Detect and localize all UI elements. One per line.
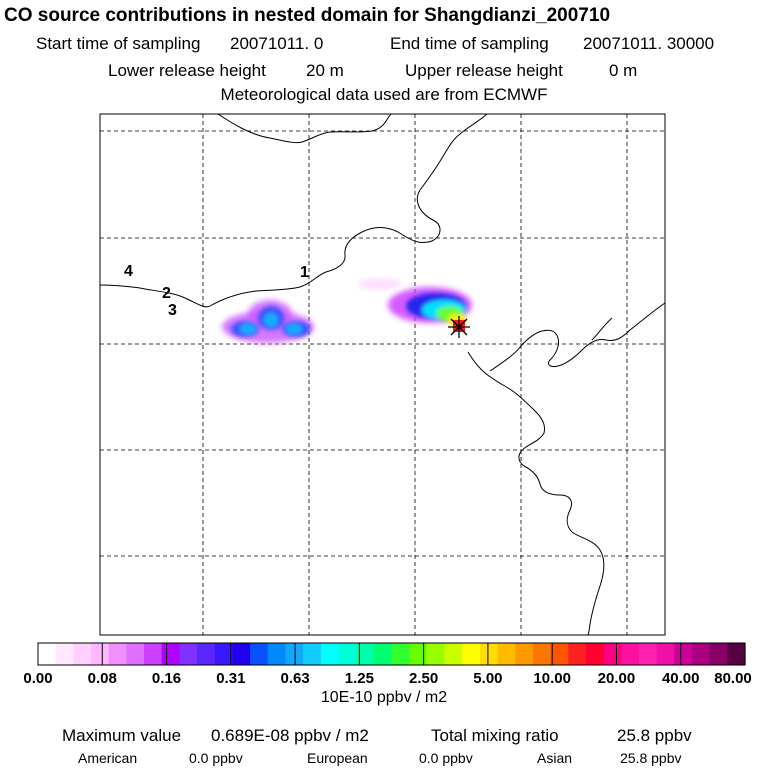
total-mixing-label: Total mixing ratio [431,726,559,745]
colorbar-cell [214,643,234,665]
colorbar-tick-label: 0.31 [216,670,246,687]
colorbar-tick-label: 80.00 [714,670,752,687]
asian-label: Asian [537,750,573,766]
end-time-label: End time of sampling [390,34,549,53]
european-label: European [307,750,368,766]
colorbar-tick-label: 20.00 [597,670,636,687]
max-value-label: Maximum value [62,726,182,745]
colorbar-cell [515,643,534,665]
max-value: 0.689E-08 ppbv / m2 [211,726,369,745]
colorbar-cell [585,643,605,665]
colorbar-tick-label: 0.63 [280,670,310,687]
american-label: American [78,750,138,766]
colorbar-cell [550,643,569,665]
colorbar-cell [91,643,110,665]
colorbar-cell [638,643,658,665]
colorbar-cell [603,643,622,665]
colorbar-cell [497,643,516,665]
colorbar-cell [691,643,711,665]
coastline [99,113,666,636]
star-icon [448,316,470,338]
colorbar-cell [462,643,481,665]
colorbar-tick-label: 5.00 [473,670,503,687]
receptor-marker [448,316,470,338]
colorbar-cell [568,643,587,665]
map-frame [99,113,666,636]
lower-release-value: 20 m [306,61,344,80]
colorbar-tick-label: 1.25 [344,670,374,687]
colorbar-cell [338,643,357,665]
colorbar-cell [727,643,746,665]
total-mixing-value: 25.8 ppbv [617,726,692,745]
colorbar-cell [479,643,499,665]
upper-release-value: 0 m [609,61,638,80]
upper-release-label: Upper release height [405,61,563,80]
colorbar-frame [37,642,746,666]
colorbar-cell [409,643,428,665]
plume-east [358,279,472,326]
colorbar-cell [126,643,145,665]
european-value: 0.0 ppbv [419,750,473,766]
american-value: 0.0 ppbv [189,750,243,766]
map-label-1: 1 [300,264,309,281]
end-time-value: 20071011. 30000 [583,34,715,53]
colorbar-units: 10E-10 ppbv / m2 [320,689,448,706]
colorbar-cell [285,643,304,665]
lower-release-label: Lower release height [108,61,266,80]
colorbar-cell [356,643,375,665]
plume-west [222,300,314,343]
colorbar-cell [391,643,410,665]
colorbar-cell [320,643,340,665]
colorbar-cell [709,643,728,665]
colorbar-cell [161,643,181,665]
colorbar-cell [303,643,322,665]
colorbar-tick-label: 0.00 [23,670,53,687]
colorbar-cell [656,643,675,665]
map-label-4: 4 [124,263,133,280]
plot-title: CO source contributions in nested domain… [4,5,611,26]
colorbar-cell [38,643,57,665]
colorbar-cell [373,643,393,665]
colorbar-cell [73,643,92,665]
start-time-label: Start time of sampling [36,34,201,53]
asian-value: 25.8 ppbv [620,750,682,766]
colorbar-cell [532,643,552,665]
colorbar-cell [267,643,287,665]
colorbar-tick-label: 0.08 [87,670,117,687]
colorbar-cell [250,643,269,665]
colorbar-tick-label: 40.00 [661,670,700,687]
colorbar-cell [144,643,163,665]
map-label-3: 3 [168,302,177,319]
colorbar-cell [108,643,127,665]
colorbar-tick-label: 0.16 [151,670,182,687]
colorbar-cell [444,643,463,665]
colorbar-cell [179,643,198,665]
map-label-2: 2 [162,285,171,302]
colorbar-cell [426,643,446,665]
colorbar-cell [621,643,640,665]
colorbar-cell [55,643,74,665]
colorbar-cell [197,643,216,665]
colorbar-tick-label: 2.50 [409,670,439,687]
start-time-value: 20071011. 0 [230,34,324,53]
map-grid [100,114,665,635]
met-data-line: Meteorological data used are from ECMWF [220,85,548,104]
colorbar-tick-label: 10.00 [533,670,571,687]
colorbar-cell [674,643,693,665]
colorbar-cell [232,643,251,665]
